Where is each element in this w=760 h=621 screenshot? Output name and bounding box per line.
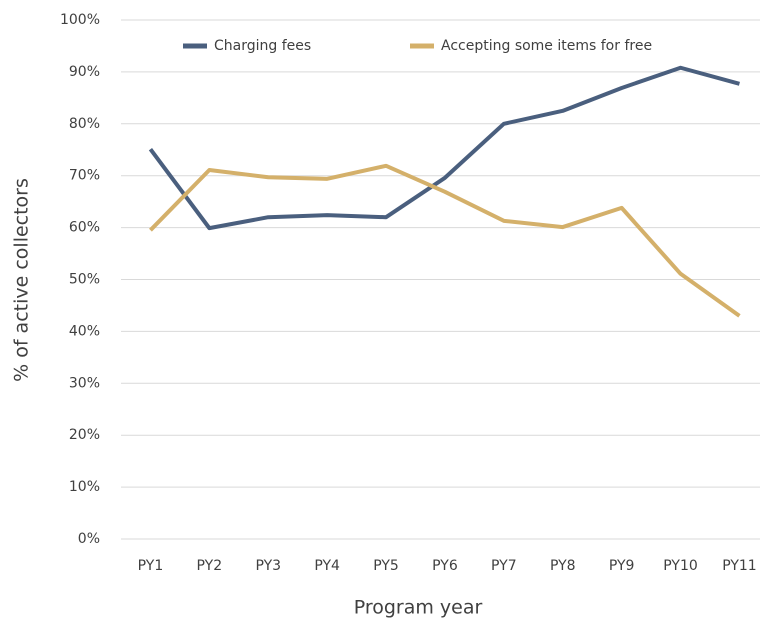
y-tick-label: 20%: [69, 427, 100, 443]
x-axis-title: Program year: [354, 597, 483, 619]
series-line: [148, 65, 740, 231]
y-tick-label: 60%: [69, 220, 100, 236]
x-tick-label: PY9: [609, 558, 635, 574]
y-tick-label: 50%: [69, 272, 100, 288]
y-tick-label: 90%: [69, 64, 100, 80]
y-tick-label: 100%: [60, 12, 100, 28]
x-tick-label: PY5: [373, 558, 399, 574]
y-tick-label: 0%: [78, 531, 100, 547]
series-line: [149, 163, 741, 318]
y-tick-label: 80%: [69, 116, 100, 132]
x-tick-label: PY6: [432, 558, 458, 574]
x-tick-label: PY3: [255, 558, 281, 574]
x-tick-label: PY4: [314, 558, 340, 574]
x-tick-label: PY7: [491, 558, 517, 574]
y-tick-label: 70%: [69, 168, 100, 184]
x-tick-label: PY10: [663, 558, 698, 574]
y-tick-label: 10%: [69, 479, 100, 495]
legend-label: Accepting some items for free: [441, 38, 652, 54]
x-tick-label: PY8: [550, 558, 576, 574]
y-tick-label: 40%: [69, 323, 100, 339]
x-tick-label: PY11: [722, 558, 757, 574]
y-axis-title: % of active collectors: [11, 178, 33, 382]
legend-label: Charging fees: [214, 38, 311, 54]
x-tick-label: PY2: [197, 558, 223, 574]
y-tick-label: 30%: [69, 375, 100, 391]
x-tick-label: PY1: [138, 558, 164, 574]
